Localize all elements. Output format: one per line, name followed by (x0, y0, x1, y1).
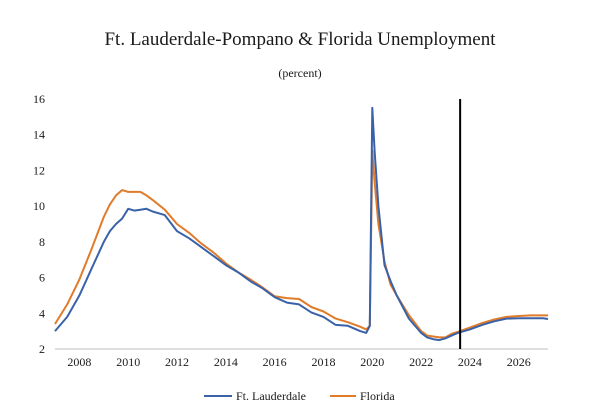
y-axis-ticks: 2 4 6 8 10 12 14 16 (33, 92, 45, 356)
x-tick-label: 2018 (311, 355, 335, 369)
x-tick-label: 2016 (263, 355, 287, 369)
x-tick-label: 2020 (360, 355, 384, 369)
x-axis-ticks: 2008 2010 2012 2014 2016 2018 2020 2022 2024 2026 (67, 355, 530, 369)
series-line-florida (54, 149, 548, 339)
x-tick-label: 2008 (67, 355, 91, 369)
x-tick-label: 2010 (116, 355, 140, 369)
y-tick-label: 2 (39, 342, 45, 356)
y-tick-label: 16 (33, 92, 45, 106)
legend-label-florida: Florida (360, 389, 395, 403)
y-tick-label: 14 (33, 128, 45, 142)
x-tick-label: 2026 (507, 355, 531, 369)
y-tick-label: 6 (39, 271, 45, 285)
x-tick-label: 2014 (214, 355, 238, 369)
legend: Ft. Lauderdale Florida (204, 389, 395, 403)
chart-title: Ft. Lauderdale-Pompano & Florida Unemplo… (104, 29, 496, 50)
chart-subtitle: (percent) (278, 66, 321, 80)
series-line-ft-lauderdale (54, 106, 549, 342)
legend-label-ft-lauderdale: Ft. Lauderdale (236, 389, 306, 403)
y-tick-label: 12 (33, 163, 45, 177)
y-tick-label: 10 (33, 199, 45, 213)
x-tick-label: 2022 (409, 355, 433, 369)
y-tick-label: 4 (39, 306, 45, 320)
y-tick-label: 8 (39, 235, 45, 249)
series-layer (54, 106, 549, 342)
x-tick-label: 2024 (458, 355, 482, 369)
x-tick-label: 2012 (165, 355, 189, 369)
